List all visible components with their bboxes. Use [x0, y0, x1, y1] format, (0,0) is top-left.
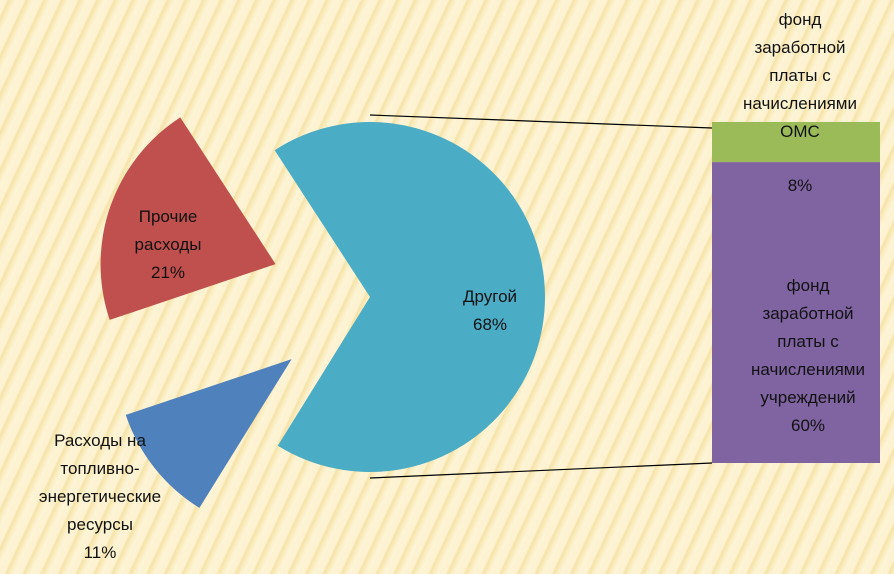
bar-segment [712, 162, 880, 463]
pie-slice [125, 359, 292, 508]
value-label-box: 8% [760, 172, 840, 200]
value-label: 8% [787, 176, 813, 195]
value-label: 21% [150, 263, 186, 282]
category-label: Прочие расходы [134, 207, 202, 254]
pie-label: Прочие расходы 21% [108, 203, 228, 287]
bar-label: фонд заработной платы с начислениями ОМС [735, 6, 865, 146]
connector-line [369, 462, 713, 479]
pie-slice [100, 117, 276, 320]
bar-label: фонд заработной платы с начислениями учр… [740, 272, 876, 440]
pie-slice [274, 122, 546, 473]
connector-line [369, 114, 713, 129]
value-label: 60% [790, 416, 826, 435]
value-label: 11% [83, 543, 117, 562]
pie-label: Другой 68% [440, 283, 540, 339]
category-label: фонд заработной платы с начислениями ОМС [743, 10, 857, 141]
category-label: Другой [462, 287, 518, 306]
bar-segment [712, 122, 880, 163]
category-label: Расходы на топливно-энергетические ресур… [38, 431, 162, 534]
value-label: 68% [472, 315, 508, 334]
pie-label: Расходы на топливно-энергетические ресур… [15, 427, 185, 567]
category-label: фонд заработной платы с начислениями учр… [751, 276, 865, 407]
